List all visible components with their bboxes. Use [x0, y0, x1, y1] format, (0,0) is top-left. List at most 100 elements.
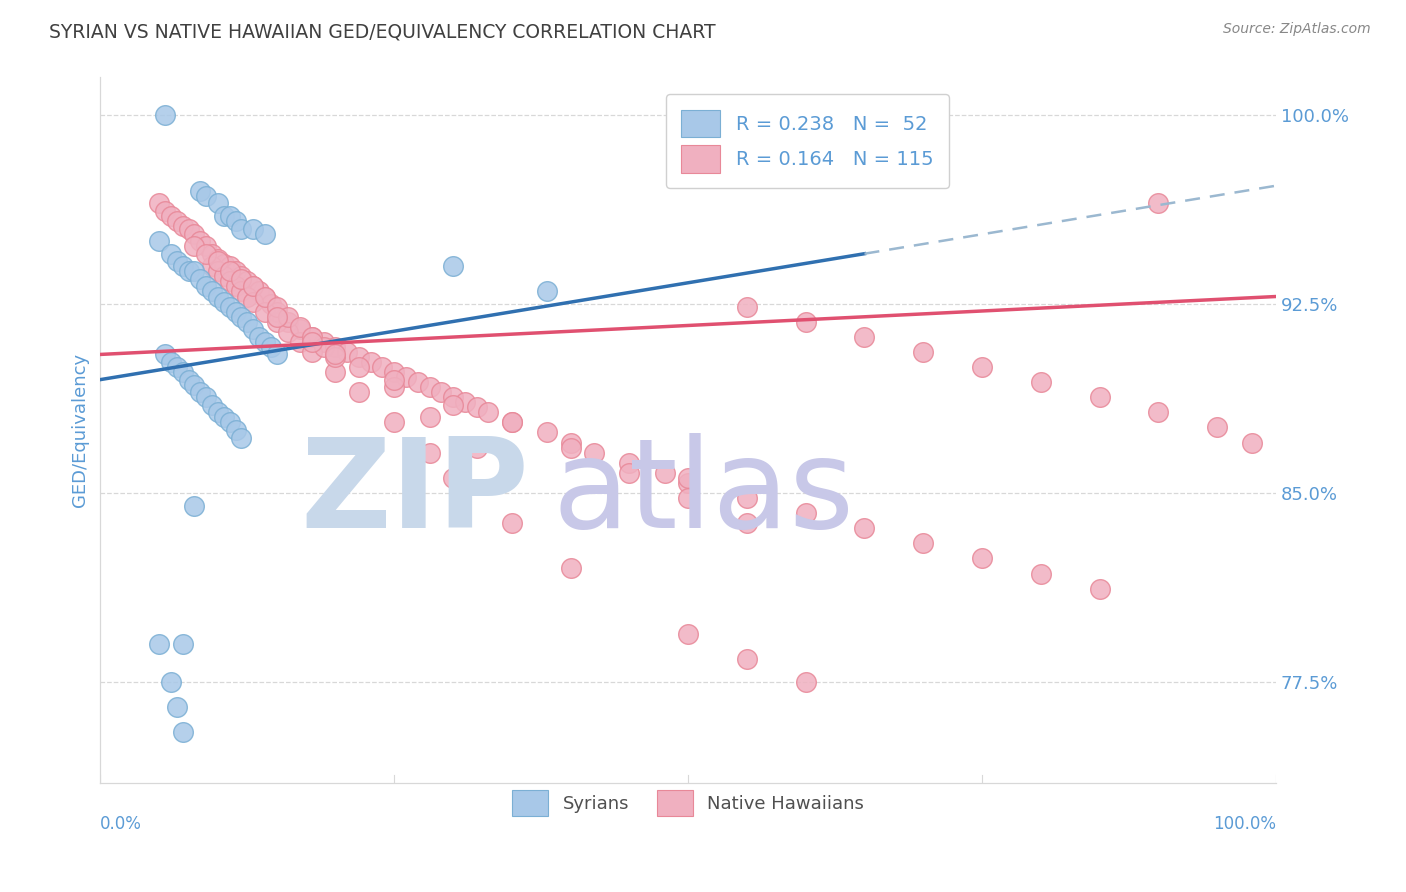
Point: [201, 285, 224, 299]
Point: [260, 297, 283, 311]
Point: [153, 108, 176, 122]
Point: [970, 551, 993, 566]
Point: [441, 398, 464, 412]
Point: [371, 359, 394, 374]
Point: [347, 350, 370, 364]
Point: [207, 254, 229, 268]
Point: [266, 347, 288, 361]
Point: [853, 330, 876, 344]
Point: [912, 536, 935, 550]
Point: [395, 370, 418, 384]
Point: [277, 315, 299, 329]
Point: [290, 322, 312, 336]
Point: [1206, 420, 1229, 434]
Point: [382, 365, 405, 379]
Point: [1088, 582, 1111, 596]
Point: [247, 285, 270, 299]
Point: [153, 203, 176, 218]
Point: [676, 627, 699, 641]
Y-axis label: GED/Equivalency: GED/Equivalency: [72, 353, 89, 507]
Point: [430, 385, 453, 400]
Point: [912, 345, 935, 359]
Point: [418, 410, 440, 425]
Point: [212, 410, 235, 425]
Point: [325, 347, 347, 361]
Point: [225, 214, 247, 228]
Point: [160, 674, 183, 689]
Point: [454, 395, 477, 409]
Point: [218, 209, 240, 223]
Point: [1147, 196, 1170, 211]
Point: [477, 405, 499, 419]
Point: [266, 315, 288, 329]
Point: [218, 274, 240, 288]
Point: [266, 300, 288, 314]
Point: [236, 315, 259, 329]
Point: [172, 725, 194, 739]
Point: [231, 431, 253, 445]
Point: [177, 373, 200, 387]
Point: [195, 239, 218, 253]
Point: [290, 334, 312, 349]
Point: [201, 246, 224, 260]
Point: [218, 300, 240, 314]
Point: [1088, 390, 1111, 404]
Point: [183, 377, 205, 392]
Point: [1147, 405, 1170, 419]
Point: [172, 260, 194, 274]
Point: [347, 359, 370, 374]
Point: [218, 416, 240, 430]
Point: [242, 221, 264, 235]
Point: [619, 456, 641, 470]
Point: [207, 405, 229, 419]
Point: [242, 279, 264, 293]
Point: [301, 330, 323, 344]
Point: [347, 385, 370, 400]
Point: [225, 423, 247, 437]
Point: [225, 304, 247, 318]
Point: [148, 637, 170, 651]
Text: ZIP: ZIP: [301, 433, 530, 554]
Point: [231, 285, 253, 299]
Point: [560, 441, 582, 455]
Point: [1029, 375, 1052, 389]
Point: [301, 330, 323, 344]
Point: [195, 390, 218, 404]
Point: [166, 214, 188, 228]
Point: [212, 257, 235, 271]
Point: [160, 355, 183, 369]
Point: [312, 334, 335, 349]
Legend: Syrians, Native Hawaiians: Syrians, Native Hawaiians: [505, 783, 872, 822]
Point: [266, 304, 288, 318]
Point: [266, 310, 288, 324]
Point: [735, 516, 758, 530]
Point: [195, 188, 218, 202]
Point: [654, 466, 676, 480]
Point: [236, 289, 259, 303]
Point: [231, 310, 253, 324]
Point: [536, 425, 558, 440]
Point: [676, 471, 699, 485]
Point: [418, 380, 440, 394]
Point: [201, 260, 224, 274]
Point: [218, 264, 240, 278]
Point: [160, 209, 183, 223]
Text: 100.0%: 100.0%: [1213, 815, 1277, 833]
Point: [360, 355, 382, 369]
Text: SYRIAN VS NATIVE HAWAIIAN GED/EQUIVALENCY CORRELATION CHART: SYRIAN VS NATIVE HAWAIIAN GED/EQUIVALENC…: [49, 22, 716, 41]
Point: [153, 347, 176, 361]
Point: [277, 310, 299, 324]
Point: [619, 466, 641, 480]
Point: [676, 491, 699, 505]
Point: [536, 285, 558, 299]
Point: [188, 234, 211, 248]
Text: 0.0%: 0.0%: [100, 815, 142, 833]
Point: [260, 340, 283, 354]
Point: [312, 340, 335, 354]
Point: [207, 196, 229, 211]
Point: [172, 365, 194, 379]
Point: [465, 441, 488, 455]
Point: [253, 334, 276, 349]
Point: [188, 184, 211, 198]
Point: [231, 221, 253, 235]
